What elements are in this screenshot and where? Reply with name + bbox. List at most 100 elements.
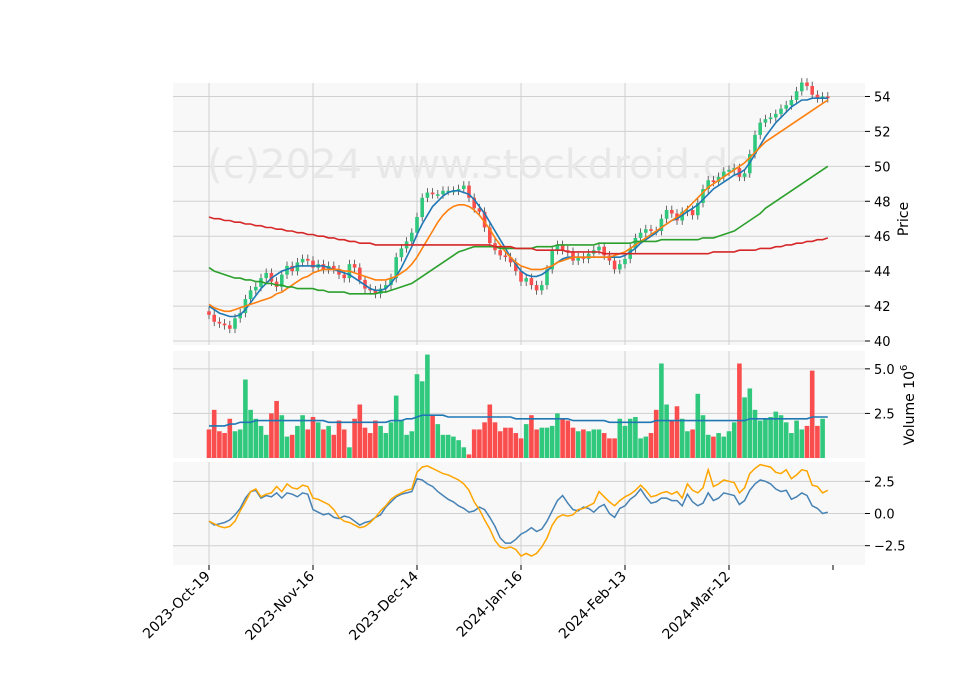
price-panel: [173, 83, 865, 345]
volume-bar: [388, 422, 394, 458]
price-axis-label: Price: [896, 202, 912, 236]
volume-bar: [310, 416, 316, 458]
volume-bar: [461, 447, 467, 458]
volume-bar: [232, 431, 238, 458]
volume-bar: [773, 411, 779, 458]
candle-body: [779, 108, 783, 114]
volume-bar: [586, 431, 591, 458]
candle-body: [534, 285, 539, 291]
volume-bar: [393, 395, 399, 458]
oscillator-line-1: [208, 477, 828, 544]
volume-bar: [804, 425, 810, 458]
volume-average-line: [209, 414, 828, 427]
volume-bar: [456, 440, 461, 458]
candle-body: [389, 278, 393, 286]
volume-bar: [815, 425, 820, 458]
candle-body: [238, 313, 242, 319]
candle-body: [290, 265, 294, 272]
volume-bar: [206, 429, 212, 458]
volume-bar: [659, 363, 664, 458]
candle-body: [254, 286, 258, 291]
candle-body: [815, 94, 820, 99]
candle-body: [358, 267, 362, 280]
candle-body: [280, 274, 284, 287]
volume-bar: [539, 427, 545, 458]
volume-bar: [612, 438, 617, 458]
volume-bar: [269, 413, 274, 458]
volume-bar: [305, 429, 311, 458]
volume-bar: [763, 418, 768, 458]
candle-body: [633, 237, 638, 249]
candle-body: [566, 250, 570, 252]
candle-body: [607, 255, 612, 261]
volume-bar: [523, 424, 529, 458]
volume-bar: [435, 424, 441, 458]
candle-body: [758, 122, 762, 135]
candle-body: [274, 281, 279, 287]
candle-body: [763, 119, 768, 123]
volume-bar: [518, 438, 524, 458]
volume-bar: [560, 418, 565, 458]
candle-body: [207, 311, 211, 315]
candle-body: [560, 244, 565, 251]
candle-body: [222, 323, 227, 326]
candle-body: [378, 288, 383, 294]
volume-bar: [399, 420, 404, 458]
candle-body: [649, 229, 653, 231]
volume-axis-label: Volume 106: [899, 365, 918, 446]
candle-body: [826, 96, 830, 99]
volume-bar: [700, 415, 706, 458]
candle-body: [352, 264, 357, 268]
volume-bar: [284, 436, 290, 458]
candle-body: [753, 134, 757, 155]
candle-body: [373, 290, 378, 294]
candle-body: [503, 255, 508, 258]
candle-body: [399, 248, 404, 258]
y-tick-label: 40: [874, 335, 891, 350]
volume-bar: [575, 431, 581, 458]
volume-bar: [747, 388, 753, 458]
volume-bar: [726, 431, 732, 458]
moving-average-line-2: [208, 99, 829, 313]
volume-bar: [497, 431, 503, 458]
candle-body: [784, 105, 788, 109]
volume-bar: [378, 425, 383, 458]
volume-bar: [529, 415, 534, 458]
volume-bar: [789, 433, 794, 458]
candle-body: [233, 318, 237, 329]
volume-bar: [778, 415, 784, 458]
candle-body: [498, 250, 502, 256]
volume-bar: [451, 436, 456, 458]
volume-bar: [409, 431, 415, 458]
y-tick-label: −2.5: [874, 540, 906, 555]
y-tick-label: 50: [874, 160, 891, 175]
x-tick-label: 2023-Oct-19: [140, 569, 214, 643]
volume-bar: [248, 409, 253, 458]
volume-bar: [638, 438, 643, 458]
volume-bar: [258, 425, 264, 458]
volume-bar: [331, 434, 337, 458]
volume-bar: [341, 429, 347, 458]
volume-bar: [477, 429, 482, 458]
candle-body: [425, 192, 430, 198]
y-tick-label: 5.0: [874, 363, 895, 378]
candle-body: [597, 246, 601, 251]
candle-body: [295, 262, 300, 272]
candle-body: [586, 253, 591, 259]
volume-bar: [243, 379, 248, 458]
candle-body: [789, 99, 794, 106]
candle-body: [415, 216, 419, 233]
volume-bar: [721, 436, 727, 458]
volume-bar: [217, 431, 222, 458]
candle-body: [545, 269, 549, 286]
candle-body: [332, 265, 336, 270]
volume-bar: [347, 447, 352, 458]
candle-body: [810, 85, 814, 95]
candle-body: [529, 278, 534, 286]
moving-average-line-1: [208, 97, 828, 318]
volume-bar: [336, 420, 342, 458]
volume-bar: [653, 409, 659, 458]
candle-body: [576, 257, 580, 261]
volume-bar: [471, 429, 477, 458]
